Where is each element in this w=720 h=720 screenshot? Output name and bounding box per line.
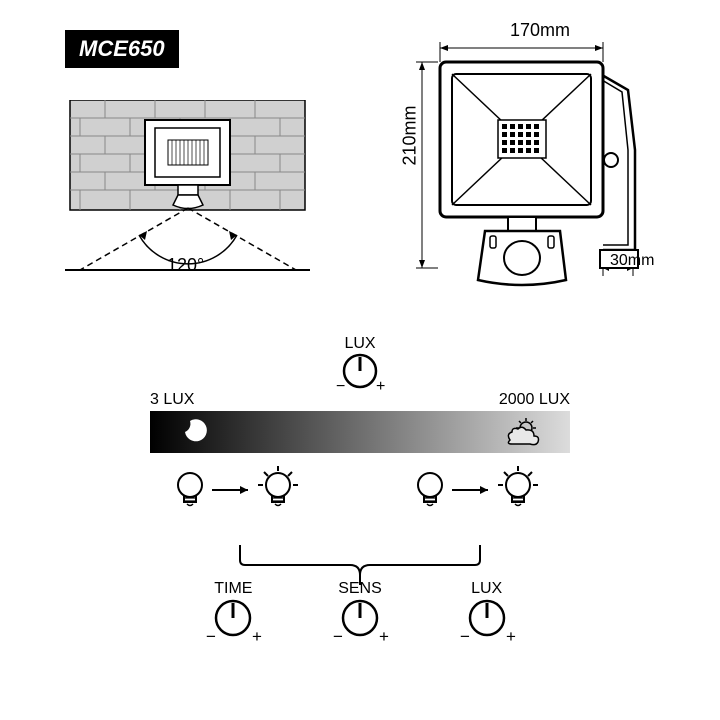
beam-angle-label: 120° (167, 255, 204, 276)
svg-text:+: + (376, 378, 385, 393)
depth-dim-label: 30mm (610, 252, 654, 270)
time-dial-icon: − + (198, 598, 268, 646)
wall-mount-diagram: 120° (65, 100, 310, 280)
sens-knob-label: SENS (325, 580, 395, 598)
svg-text:−: − (460, 627, 470, 646)
svg-text:+: + (252, 627, 262, 646)
width-dim-label: 170mm (510, 20, 570, 41)
bulb-off-to-on-left-icon (170, 463, 310, 518)
svg-text:+: + (379, 627, 389, 646)
svg-text:−: − (206, 627, 216, 646)
product-dimensions-diagram: 170mm 210mm 30mm (390, 20, 670, 300)
lux-max-label: 2000 LUX (499, 391, 570, 409)
lux-gradient-bar (150, 411, 570, 453)
bulb-off-to-on-right-icon (410, 463, 550, 518)
control-knobs-row: TIME − + SENS − + LUX − + (170, 580, 550, 651)
lux-dial-label: LUX (150, 335, 570, 353)
time-knob: TIME − + (198, 580, 268, 651)
svg-text:+: + (506, 627, 516, 646)
sens-knob: SENS − + (325, 580, 395, 651)
svg-text:−: − (333, 627, 343, 646)
lux-range-section: LUX − + 3 LUX 2000 LUX (150, 335, 570, 518)
lux-dial-icon: − + (330, 353, 390, 393)
lux-knob-label: LUX (452, 580, 522, 598)
lux-knob: LUX − + (452, 580, 522, 651)
lux-min-label: 3 LUX (150, 391, 194, 409)
height-dim-label: 210mm (400, 105, 421, 165)
lux-bottom-dial-icon: − + (452, 598, 522, 646)
sens-dial-icon: − + (325, 598, 395, 646)
time-knob-label: TIME (198, 580, 268, 598)
svg-text:−: − (336, 378, 345, 393)
model-tag: MCE650 (65, 30, 179, 68)
